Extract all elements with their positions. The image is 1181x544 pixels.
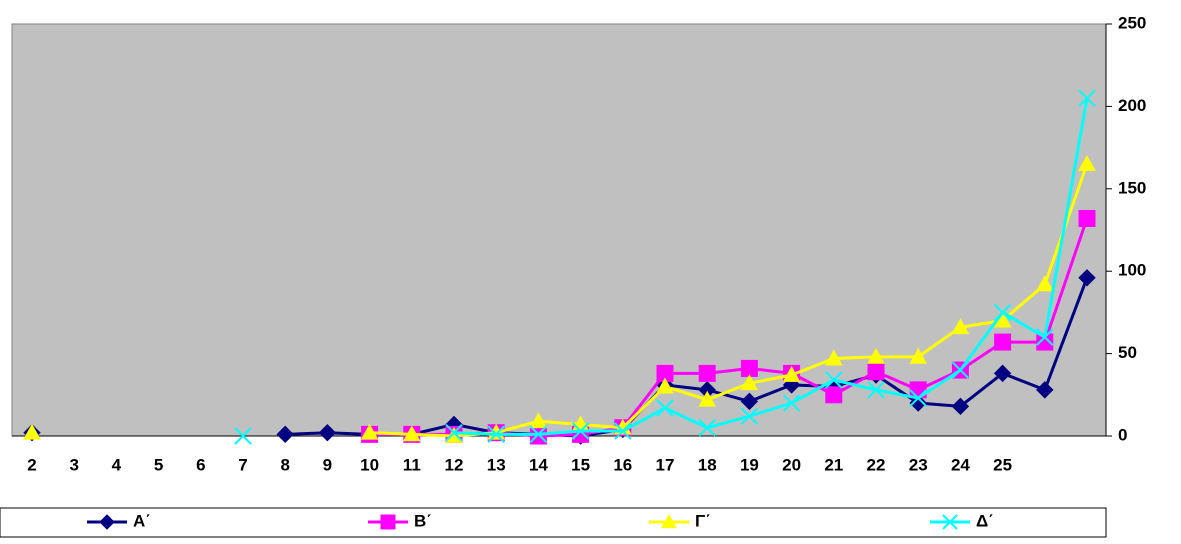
y-tick-label: 200	[1118, 96, 1146, 115]
x-tick-label: 8	[280, 455, 289, 474]
y-tick-label: 100	[1118, 261, 1146, 280]
x-tick-label: 24	[951, 455, 970, 474]
marker	[1036, 328, 1054, 346]
marker	[951, 318, 970, 335]
x-tick-label: 12	[445, 455, 464, 474]
marker	[698, 419, 716, 437]
legend-marker	[661, 513, 677, 529]
legend	[0, 507, 1107, 538]
marker	[909, 389, 927, 407]
marker	[824, 349, 843, 366]
y-tick-label: 50	[1118, 343, 1137, 362]
marker	[867, 381, 885, 399]
x-tick-label: 16	[613, 455, 632, 474]
marker	[529, 425, 548, 444]
marker	[994, 333, 1012, 351]
x-tick-label: 21	[824, 455, 843, 474]
marker	[951, 397, 970, 416]
marker	[993, 364, 1012, 383]
x-tick-label: 10	[360, 455, 379, 474]
marker	[825, 386, 843, 404]
marker	[740, 359, 758, 377]
marker	[1036, 381, 1054, 399]
legend-marker	[380, 514, 396, 530]
marker	[698, 390, 717, 407]
marker	[825, 371, 843, 389]
marker	[487, 425, 505, 444]
marker	[318, 423, 337, 442]
marker	[951, 361, 970, 379]
x-tick-label: 6	[196, 455, 205, 474]
marker	[740, 407, 759, 425]
marker	[234, 427, 252, 445]
marker	[1078, 89, 1096, 107]
x-tick-label: 9	[323, 455, 332, 474]
marker	[909, 394, 927, 412]
marker	[1078, 209, 1096, 227]
x-tick-label: 20	[782, 455, 801, 474]
marker	[614, 422, 632, 440]
marker	[402, 425, 421, 442]
x-tick-label: 3	[69, 455, 78, 474]
y-tick-label: 150	[1118, 178, 1146, 197]
legend-label: Β΄	[414, 511, 432, 530]
marker	[740, 374, 759, 391]
marker	[23, 423, 41, 440]
y-tick-label: 250	[1118, 13, 1146, 32]
x-tick-label: 14	[529, 455, 548, 474]
legend-label: Δ΄	[976, 511, 994, 530]
marker	[867, 363, 885, 381]
marker	[782, 365, 801, 382]
marker	[698, 364, 716, 382]
marker	[909, 347, 928, 364]
x-tick-label: 23	[909, 455, 928, 474]
marker	[571, 422, 590, 440]
marker	[529, 427, 547, 445]
marker	[740, 392, 759, 411]
plot-area	[11, 23, 1107, 437]
marker	[656, 399, 674, 417]
x-tick-label: 17	[656, 455, 675, 474]
x-tick-label: 13	[487, 455, 506, 474]
legend-marker	[942, 514, 958, 530]
marker	[445, 426, 463, 443]
x-tick-label: 5	[154, 455, 163, 474]
marker	[656, 377, 674, 394]
marker	[867, 347, 885, 364]
legend-label: Α΄	[133, 511, 151, 530]
x-tick-label: 18	[698, 455, 717, 474]
marker	[529, 412, 548, 429]
x-tick-label: 15	[571, 455, 590, 474]
marker	[445, 423, 463, 442]
marker	[993, 303, 1012, 322]
marker	[276, 425, 294, 444]
marker	[1078, 155, 1096, 171]
marker	[360, 423, 379, 440]
marker	[1035, 275, 1054, 292]
series-line	[453, 97, 1089, 436]
y-tick-label: 0	[1118, 425, 1127, 444]
x-tick-label: 11	[403, 455, 421, 474]
x-tick-label: 19	[740, 455, 759, 474]
x-tick-label: 4	[112, 455, 122, 474]
marker	[1078, 269, 1096, 287]
legend-marker	[99, 514, 115, 530]
marker	[782, 394, 801, 412]
legend-label: Γ΄	[695, 511, 711, 530]
x-tick-label: 7	[238, 455, 247, 474]
x-tick-label: 25	[993, 455, 1012, 474]
x-tick-label: 2	[27, 455, 36, 474]
x-tick-label: 22	[867, 455, 886, 474]
